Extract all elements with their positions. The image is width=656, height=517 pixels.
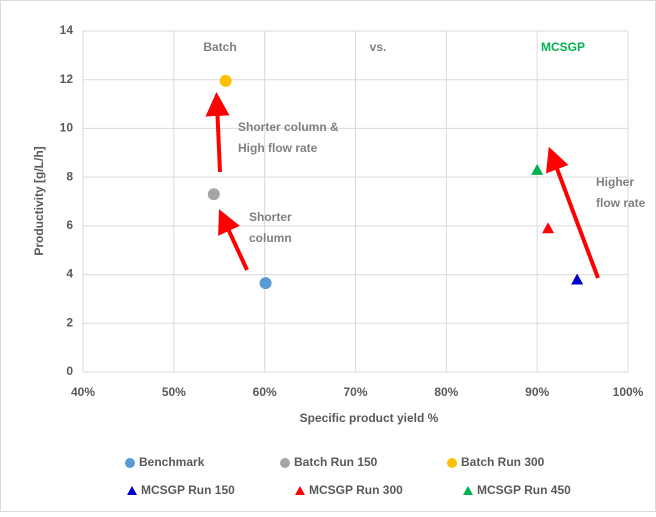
legend-marker [125, 458, 135, 468]
x-tick-label: 60% [253, 385, 277, 399]
y-tick-label: 2 [66, 315, 73, 329]
legend-label: MCSGP Run 150 [141, 483, 235, 497]
annotation: Higher [596, 175, 634, 189]
point [531, 163, 544, 175]
annotation: flow rate [596, 196, 646, 210]
annotation: vs. [370, 40, 387, 54]
legend-marker [447, 458, 457, 468]
annotation: Shorter column & [238, 120, 339, 134]
x-tick-label: 100% [613, 385, 644, 399]
y-tick-label: 0 [66, 364, 73, 378]
point [542, 222, 555, 234]
legend-marker [280, 458, 290, 468]
y-tick-label: 14 [60, 23, 74, 37]
y-tick-label: 8 [66, 169, 73, 183]
annotation: Batch [203, 40, 236, 54]
legend-label: MCSGP Run 450 [477, 483, 571, 497]
y-tick-label: 4 [66, 267, 73, 281]
y-axis-title: Productivity [g/L/h] [32, 146, 46, 255]
legend-label: Benchmark [139, 455, 205, 469]
annotation: Shorter [249, 210, 292, 224]
point [259, 277, 272, 290]
legend-label: Batch Run 150 [294, 455, 378, 469]
x-tick-label: 50% [162, 385, 186, 399]
x-axis-title: Specific product yield % [300, 411, 439, 425]
arrows [205, 92, 600, 279]
legend-marker [463, 486, 473, 495]
annotation: column [249, 231, 292, 245]
y-tick-label: 12 [60, 72, 74, 86]
x-tick-label: 90% [525, 385, 549, 399]
y-tick-label: 10 [60, 121, 74, 135]
y-tick-label: 6 [66, 218, 73, 232]
legend-marker [295, 486, 305, 495]
point [207, 188, 220, 201]
annotation: MCSGP [541, 40, 585, 54]
x-tick-label: 80% [434, 385, 458, 399]
legend-label: Batch Run 300 [461, 455, 545, 469]
legend-label: MCSGP Run 300 [309, 483, 403, 497]
x-tick-label: 70% [343, 385, 367, 399]
legend-marker [127, 486, 137, 495]
point [219, 74, 232, 87]
annotation: High flow rate [238, 141, 318, 155]
x-tick-label: 40% [71, 385, 95, 399]
grid [82, 30, 629, 373]
point [571, 273, 584, 285]
